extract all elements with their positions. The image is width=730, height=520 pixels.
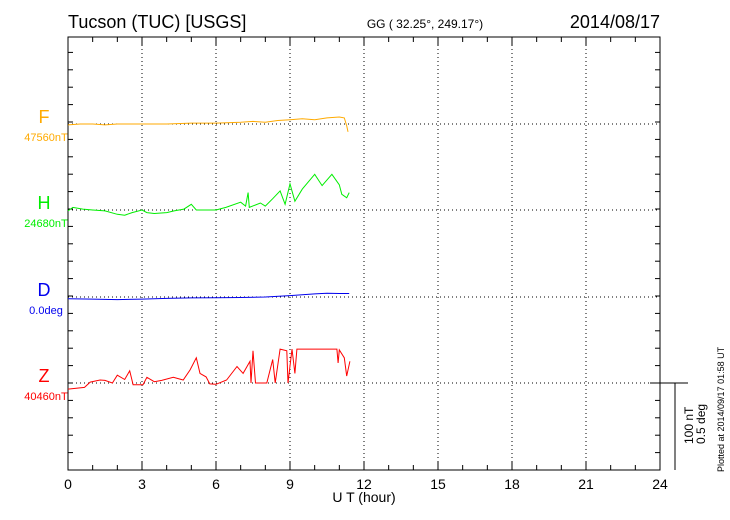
series-baseline-label-z: 40460nT: [24, 391, 68, 403]
x-tick-label: 6: [212, 476, 220, 492]
x-tick-label: 21: [578, 476, 594, 492]
x-tick-label: 0: [64, 476, 72, 492]
chart-subtitle: GG ( 32.25°, 249.17°): [367, 17, 483, 31]
scale-bar-deg: 0.5 deg: [694, 404, 708, 444]
series-name-f: F: [39, 107, 50, 127]
series-line-z: [67, 348, 351, 390]
x-axis-label: U T (hour): [332, 489, 395, 505]
x-tick-label: 3: [138, 476, 146, 492]
grid: [68, 37, 660, 470]
axis-ticks: 0 3 6 9 12 15 18 21 24: [64, 37, 668, 492]
series-baseline-label-f: 47560nT: [24, 132, 68, 144]
series-name-h: H: [38, 193, 51, 213]
series-line-h: [67, 173, 350, 216]
x-tick-label: 24: [652, 476, 668, 492]
series-name-z: Z: [39, 366, 50, 386]
x-tick-label: 18: [504, 476, 520, 492]
scale-bar: 100 nT 0.5 deg: [650, 382, 708, 470]
series-baseline-label-d: 0.0deg: [29, 305, 63, 317]
series-group: F 47560nT H 24680nT D 0.0deg Z 40460nT: [24, 107, 351, 403]
scale-bar-nt: 100 nT: [682, 406, 696, 444]
series-line-f: [67, 116, 349, 132]
chart-title: Tucson (TUC) [USGS]: [68, 12, 246, 32]
series-name-d: D: [38, 280, 51, 300]
x-tick-label: 15: [430, 476, 446, 492]
series-baseline-label-h: 24680nT: [24, 218, 68, 230]
chart-date: 2014/08/17: [570, 12, 660, 32]
x-tick-label: 9: [286, 476, 294, 492]
x-tick-label: 12: [356, 476, 372, 492]
plotted-at-footer: Plotted at 2014/09/17 01:58 UT: [716, 346, 726, 472]
series-line-d: [67, 292, 350, 301]
